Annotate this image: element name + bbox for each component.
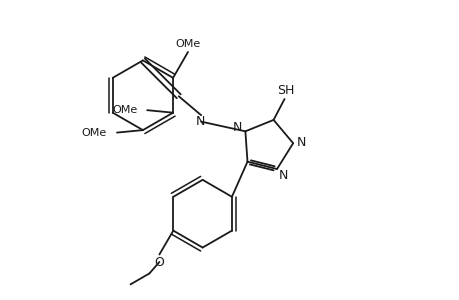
Text: OMe: OMe bbox=[175, 40, 200, 50]
Text: OMe: OMe bbox=[112, 105, 137, 115]
Text: N: N bbox=[195, 115, 204, 128]
Text: O: O bbox=[154, 256, 164, 269]
Text: N: N bbox=[278, 169, 287, 182]
Text: OMe: OMe bbox=[82, 128, 107, 138]
Text: SH: SH bbox=[276, 84, 294, 97]
Text: N: N bbox=[232, 121, 241, 134]
Text: N: N bbox=[296, 136, 306, 149]
